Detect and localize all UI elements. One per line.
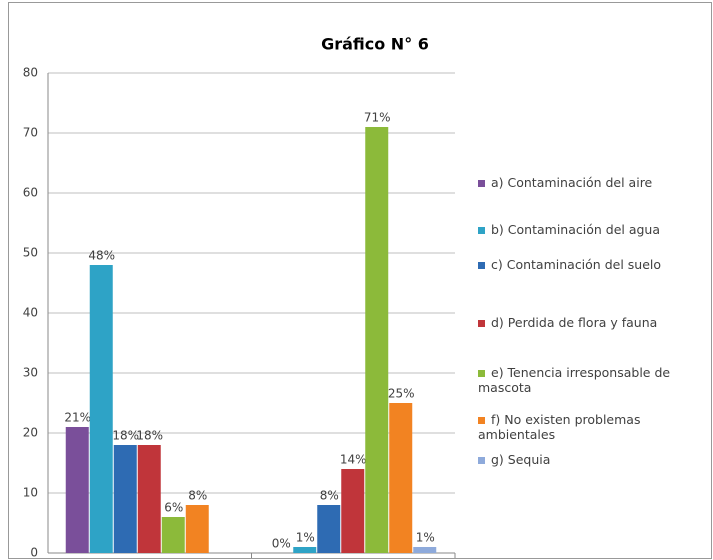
- legend-swatch: [478, 320, 485, 327]
- bar: [161, 517, 185, 553]
- bar: [341, 469, 365, 553]
- data-label: 1%: [296, 531, 315, 545]
- y-tick-label: 60: [23, 186, 38, 200]
- legend-swatch: [478, 227, 485, 234]
- legend-item: b) Contaminación del agua: [478, 222, 710, 237]
- y-tick-label: 20: [23, 426, 38, 440]
- chart-title: Gráfico N° 6: [321, 35, 429, 54]
- legend-swatch: [478, 417, 485, 424]
- y-tick-label: 40: [23, 306, 38, 320]
- legend-swatch: [478, 262, 485, 269]
- legend-label: a) Contaminación del aire: [491, 175, 653, 190]
- legend-item: e) Tenencia irresponsable de mascota: [478, 365, 710, 395]
- legend-item: c) Contaminación del suelo: [478, 257, 710, 272]
- legend-label: e) Tenencia irresponsable de mascota: [478, 365, 671, 395]
- y-tick-label: 70: [23, 126, 38, 140]
- bar: [113, 445, 137, 553]
- y-tick-label: 0: [30, 546, 38, 560]
- data-label: 6%: [164, 501, 183, 515]
- legend-item: f) No existen problemas ambientales: [478, 412, 710, 442]
- bar: [389, 403, 413, 553]
- y-tick-label: 50: [23, 246, 38, 260]
- bar: [137, 445, 161, 553]
- legend: a) Contaminación del aire b) Contaminació…: [478, 0, 710, 560]
- data-label: 18%: [136, 429, 163, 443]
- legend-item: d) Perdida de flora y fauna: [478, 315, 710, 330]
- legend-item: a) Contaminación del aire: [478, 175, 710, 190]
- bar: [65, 427, 89, 553]
- legend-item: g) Sequia: [478, 452, 710, 467]
- data-label: 14%: [340, 453, 367, 467]
- legend-swatch: [478, 457, 485, 464]
- y-tick-label: 10: [23, 486, 38, 500]
- legend-label: b) Contaminación del agua: [491, 222, 661, 237]
- legend-label: c) Contaminación del suelo: [491, 257, 662, 272]
- data-label: 48%: [88, 249, 115, 263]
- legend-swatch: [478, 180, 485, 187]
- bar: [293, 547, 317, 553]
- legend-label: f) No existen problemas ambientales: [478, 412, 641, 442]
- legend-label: g) Sequia: [491, 452, 551, 467]
- data-label: 21%: [64, 411, 91, 425]
- bar: [89, 265, 113, 553]
- data-label: 71%: [364, 111, 391, 125]
- y-tick-label: 30: [23, 366, 38, 380]
- data-label: 25%: [388, 387, 415, 401]
- bar: [317, 505, 341, 553]
- legend-label: d) Perdida de flora y fauna: [491, 315, 658, 330]
- y-tick-label: 80: [23, 66, 38, 80]
- data-label: 1%: [416, 531, 435, 545]
- bar: [185, 505, 209, 553]
- data-label: 0%: [272, 537, 291, 551]
- data-label: 8%: [188, 489, 207, 503]
- bar: [365, 127, 389, 553]
- data-label: 18%: [112, 429, 139, 443]
- data-label: 8%: [320, 489, 339, 503]
- bar: [413, 547, 437, 553]
- legend-swatch: [478, 370, 485, 377]
